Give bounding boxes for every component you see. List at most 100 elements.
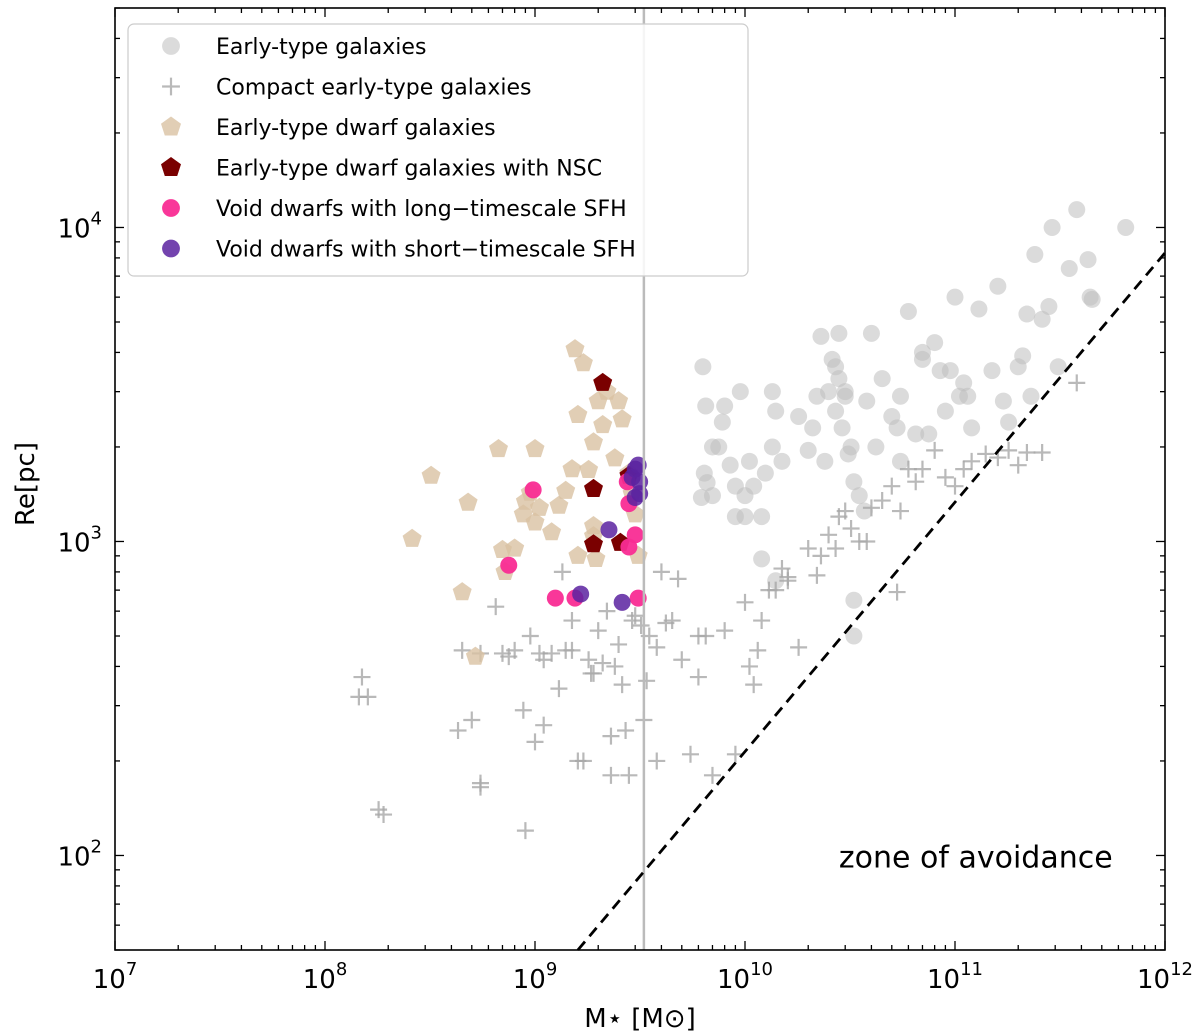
data-point bbox=[858, 392, 876, 410]
data-point bbox=[598, 602, 616, 620]
data-point bbox=[970, 300, 988, 318]
data-point bbox=[946, 288, 964, 306]
data-point bbox=[703, 487, 721, 505]
data-point bbox=[375, 806, 393, 824]
series-2 bbox=[350, 374, 1086, 840]
data-point bbox=[689, 668, 707, 686]
data-point bbox=[842, 519, 860, 537]
legend-marker bbox=[161, 116, 181, 136]
legend-entry: Early-type dwarf galaxies bbox=[161, 116, 496, 141]
data-point bbox=[600, 521, 618, 539]
data-point bbox=[836, 502, 854, 520]
data-point bbox=[867, 438, 885, 456]
data-point bbox=[505, 538, 525, 557]
data-point bbox=[703, 438, 721, 456]
data-point bbox=[946, 477, 964, 495]
data-point bbox=[453, 641, 471, 659]
legend-label: Void dwarfs with long−timescale SFH bbox=[216, 197, 627, 222]
data-point bbox=[529, 497, 549, 516]
x-tick-label: 109 bbox=[513, 959, 558, 995]
data-point bbox=[609, 391, 629, 410]
data-point bbox=[452, 582, 472, 601]
data-point bbox=[808, 387, 826, 405]
data-point bbox=[1068, 201, 1086, 219]
legend: Early-type galaxies Compact early-type ga… bbox=[127, 23, 749, 277]
data-point bbox=[586, 548, 606, 567]
data-point bbox=[740, 452, 758, 470]
data-point bbox=[572, 585, 590, 603]
data-point bbox=[842, 438, 860, 456]
data-point bbox=[593, 372, 613, 391]
data-point bbox=[669, 570, 687, 588]
data-point bbox=[963, 419, 981, 437]
data-point bbox=[556, 480, 576, 499]
data-point bbox=[553, 563, 571, 581]
data-point bbox=[862, 324, 880, 342]
data-point bbox=[1117, 218, 1135, 236]
data-point bbox=[1018, 305, 1036, 323]
data-point bbox=[463, 711, 481, 729]
data-point bbox=[584, 478, 603, 497]
data-point bbox=[883, 477, 901, 495]
data-point bbox=[458, 492, 478, 511]
x-tick-label: 108 bbox=[303, 959, 348, 995]
data-point bbox=[535, 716, 553, 734]
data-point bbox=[827, 402, 845, 420]
data-point bbox=[421, 465, 441, 484]
y-tick-label: 104 bbox=[57, 208, 102, 244]
data-point bbox=[562, 459, 582, 478]
data-point bbox=[767, 402, 785, 420]
legend-label: Void dwarfs with short−timescale SFH bbox=[216, 238, 636, 263]
data-point bbox=[613, 593, 631, 611]
data-point bbox=[827, 539, 845, 557]
data-point bbox=[521, 627, 539, 645]
data-point bbox=[524, 481, 542, 499]
x-axis-label: M⋆ [M⊙] bbox=[584, 1004, 695, 1033]
data-point bbox=[1022, 387, 1040, 405]
data-point bbox=[833, 419, 851, 437]
x-tick-label: 1012 bbox=[1137, 959, 1193, 995]
data-point bbox=[542, 522, 562, 541]
data-point bbox=[681, 745, 699, 763]
legend-label: Early-type galaxies bbox=[216, 35, 426, 60]
data-point bbox=[920, 425, 938, 443]
data-point bbox=[580, 651, 598, 669]
data-point bbox=[594, 654, 612, 672]
data-point bbox=[1026, 246, 1044, 264]
zone-of-avoidance-label: zone of avoidance bbox=[839, 841, 1113, 876]
data-point bbox=[959, 387, 977, 405]
data-point bbox=[1033, 310, 1051, 328]
series-1 bbox=[692, 201, 1135, 645]
data-point bbox=[1000, 413, 1018, 431]
data-point bbox=[514, 701, 532, 719]
data-point bbox=[694, 358, 712, 376]
data-point bbox=[593, 415, 613, 434]
legend-label: Compact early-type galaxies bbox=[216, 76, 531, 101]
data-point bbox=[873, 370, 891, 388]
data-point bbox=[745, 477, 763, 495]
x-tick-label: 1011 bbox=[927, 959, 983, 995]
data-point bbox=[862, 499, 880, 517]
data-point bbox=[799, 441, 817, 459]
data-point bbox=[812, 327, 830, 345]
plot-frame bbox=[114, 7, 1166, 951]
data-point bbox=[955, 374, 973, 392]
data-point bbox=[812, 547, 830, 565]
data-point bbox=[1033, 444, 1051, 462]
y-tick-label: 102 bbox=[57, 836, 102, 872]
data-point bbox=[816, 452, 834, 470]
data-point bbox=[799, 539, 817, 557]
data-point bbox=[631, 473, 649, 491]
data-point bbox=[926, 334, 944, 352]
data-point bbox=[1068, 374, 1086, 392]
data-point bbox=[610, 635, 628, 653]
data-point bbox=[955, 460, 973, 478]
data-point bbox=[850, 487, 868, 505]
data-point bbox=[763, 383, 781, 401]
data-point bbox=[525, 512, 545, 531]
data-point bbox=[763, 438, 781, 456]
data-point bbox=[617, 722, 635, 740]
data-point bbox=[753, 508, 771, 526]
data-point bbox=[1018, 444, 1036, 462]
legend-label: Early-type dwarf galaxies with NSC bbox=[216, 157, 602, 182]
